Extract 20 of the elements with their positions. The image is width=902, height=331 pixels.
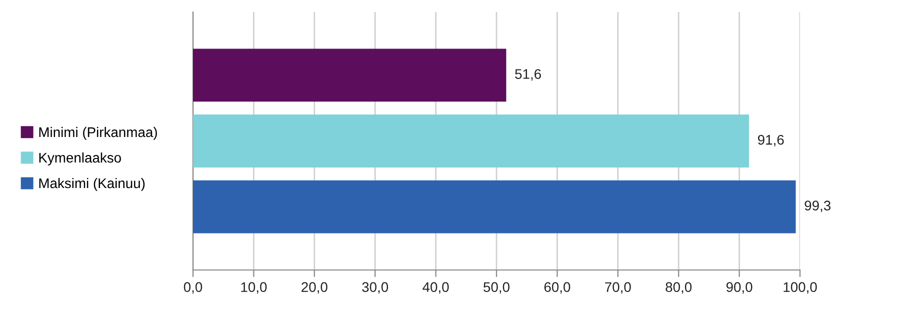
x-tick-label: 20,0 xyxy=(302,282,328,294)
bar xyxy=(193,180,796,234)
legend-label: Minimi (Pirkanmaa) xyxy=(39,126,157,140)
x-tick-label: 60,0 xyxy=(544,282,570,294)
x-tick-label: 30,0 xyxy=(362,282,388,294)
data-label: 91,6 xyxy=(758,134,784,146)
x-tick-label: 50,0 xyxy=(484,282,510,294)
bar xyxy=(193,114,750,168)
data-label: 51,6 xyxy=(515,69,541,81)
x-tick-label: 10,0 xyxy=(241,282,267,294)
legend-label: Maksimi (Kainuu) xyxy=(39,178,145,191)
legend-label: Kymenlaakso xyxy=(39,152,121,166)
x-tick-label: 70,0 xyxy=(605,282,631,294)
bar xyxy=(193,48,506,102)
x-tick-label: 80,0 xyxy=(666,282,692,294)
x-tick-label: 100,0 xyxy=(784,282,817,294)
data-label: 99,3 xyxy=(804,200,831,212)
x-tick-label: 40,0 xyxy=(422,282,449,294)
x-tick-label: 0,0 xyxy=(184,282,202,294)
x-tick-label: 90,0 xyxy=(726,282,752,294)
